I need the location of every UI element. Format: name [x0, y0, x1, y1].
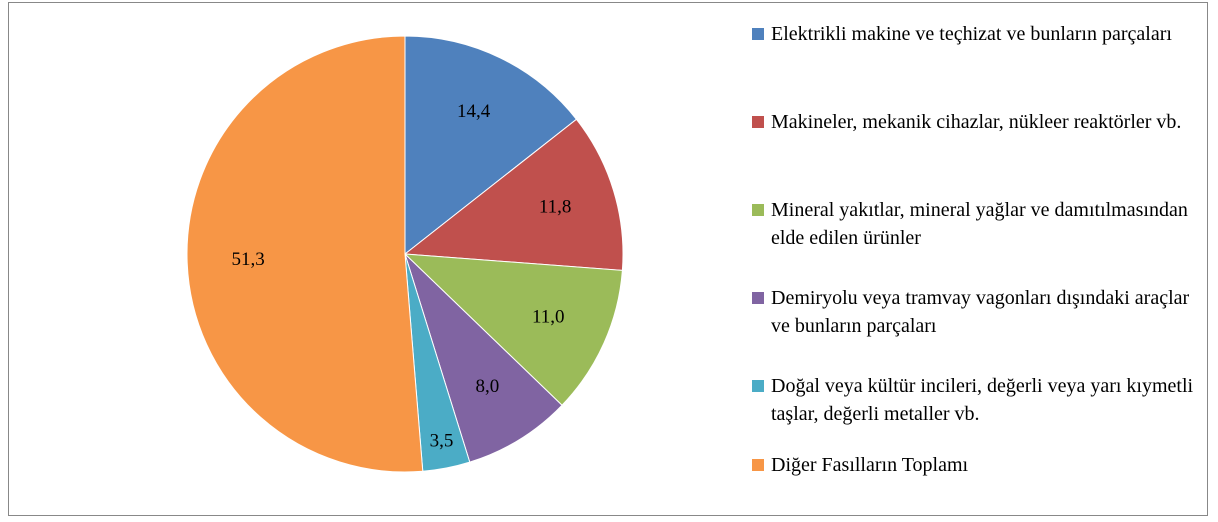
data-label: 14,4 [457, 101, 491, 122]
legend-entry: Mineral yakıtlar, mineral yağlar ve damı… [752, 196, 1202, 252]
legend-label: Makineler, mekanik cihazlar, nükleer rea… [771, 111, 1182, 133]
data-label: 3,5 [430, 431, 454, 452]
legend-label: Doğal veya kültür incileri, değerli veya… [771, 375, 1194, 425]
legend-swatch [752, 204, 764, 216]
legend-label: Mineral yakıtlar, mineral yağlar ve damı… [771, 199, 1188, 249]
legend-swatch [752, 28, 764, 40]
legend-label: Elektrikli makine ve teçhizat ve bunları… [771, 23, 1172, 45]
legend-swatch [752, 459, 764, 471]
legend-label: Demiryolu veya tramvay vagonları dışında… [771, 287, 1190, 337]
legend-entry: Demiryolu veya tramvay vagonları dışında… [752, 284, 1202, 340]
legend-entry: Doğal veya kültür incileri, değerli veya… [752, 372, 1202, 428]
legend-swatch [752, 116, 764, 128]
pie-slice [186, 35, 424, 473]
legend-swatch [752, 292, 764, 304]
legend-entry: Diğer Fasılların Toplamı [752, 451, 1202, 479]
data-label: 11,0 [532, 307, 565, 328]
pie-slice [404, 253, 563, 463]
legend-entry: Makineler, mekanik cihazlar, nükleer rea… [752, 108, 1202, 136]
pie-slice [403, 253, 623, 406]
data-label: 51,3 [232, 249, 265, 270]
legend-label: Diğer Fasılların Toplamı [771, 454, 969, 476]
legend-entry: Elektrikli makine ve teçhizat ve bunları… [752, 20, 1202, 48]
pie-slice [403, 118, 624, 271]
chart-frame [8, 2, 1208, 516]
legend-swatch [752, 380, 764, 392]
pie-slice [404, 35, 578, 256]
data-label: 8,0 [476, 376, 500, 397]
data-label: 11,8 [539, 197, 572, 218]
